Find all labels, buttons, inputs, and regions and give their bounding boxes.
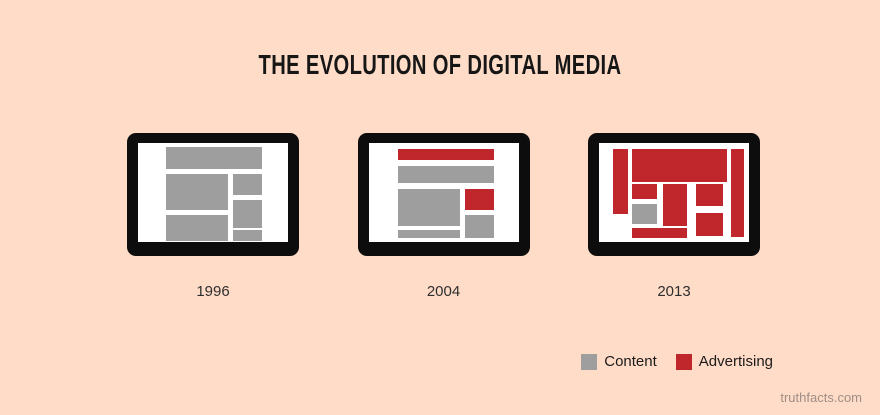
content-block (632, 204, 657, 224)
ad-block (632, 228, 687, 238)
legend-item-advertising: Advertising (675, 353, 773, 370)
year-label-1996: 1996 (196, 283, 230, 300)
year-label-2004: 2004 (426, 283, 461, 300)
monitor-frame (357, 133, 530, 256)
content-block (233, 174, 262, 195)
monitor-frame (588, 133, 760, 256)
page-title: THE EVOLUTION OF DIGITAL MEDIA (258, 49, 622, 80)
content-swatch (581, 353, 598, 370)
monitor-frame (127, 133, 299, 256)
content-block (397, 189, 460, 226)
legend-label-content: Content (604, 353, 657, 370)
monitors-row: 1996 2004 2013 (127, 133, 760, 300)
content-block (166, 215, 228, 241)
content-block (464, 215, 494, 238)
ad-block (731, 149, 744, 237)
legend: Content Advertising (581, 353, 773, 370)
content-block (397, 230, 460, 238)
content-block (166, 147, 262, 169)
ad-block (632, 149, 727, 182)
ad-block (632, 184, 657, 199)
content-block (166, 174, 228, 210)
content-block (397, 166, 494, 183)
ad-block (464, 189, 494, 210)
legend-item-content: Content (581, 353, 657, 370)
monitor-2004: 2004 (357, 133, 530, 300)
ad-block (613, 149, 628, 214)
content-block (233, 200, 262, 228)
monitor-screen-1996 (138, 143, 288, 242)
monitor-screen-2013 (599, 143, 749, 242)
ad-block (696, 213, 723, 236)
ad-block (696, 184, 723, 206)
monitor-screen-2004 (368, 143, 519, 242)
monitor-2013: 2013 (588, 133, 760, 300)
advertising-swatch (675, 353, 692, 370)
year-label-2013: 2013 (657, 283, 691, 300)
source-attribution: truthfacts.com (780, 390, 862, 405)
ad-block (663, 184, 687, 226)
monitor-1996: 1996 (127, 133, 299, 300)
legend-label-advertising: Advertising (698, 353, 773, 370)
ad-block (397, 149, 494, 160)
content-block (233, 230, 262, 241)
page-title-wrap: THE EVOLUTION OF DIGITAL MEDIA (0, 49, 880, 79)
